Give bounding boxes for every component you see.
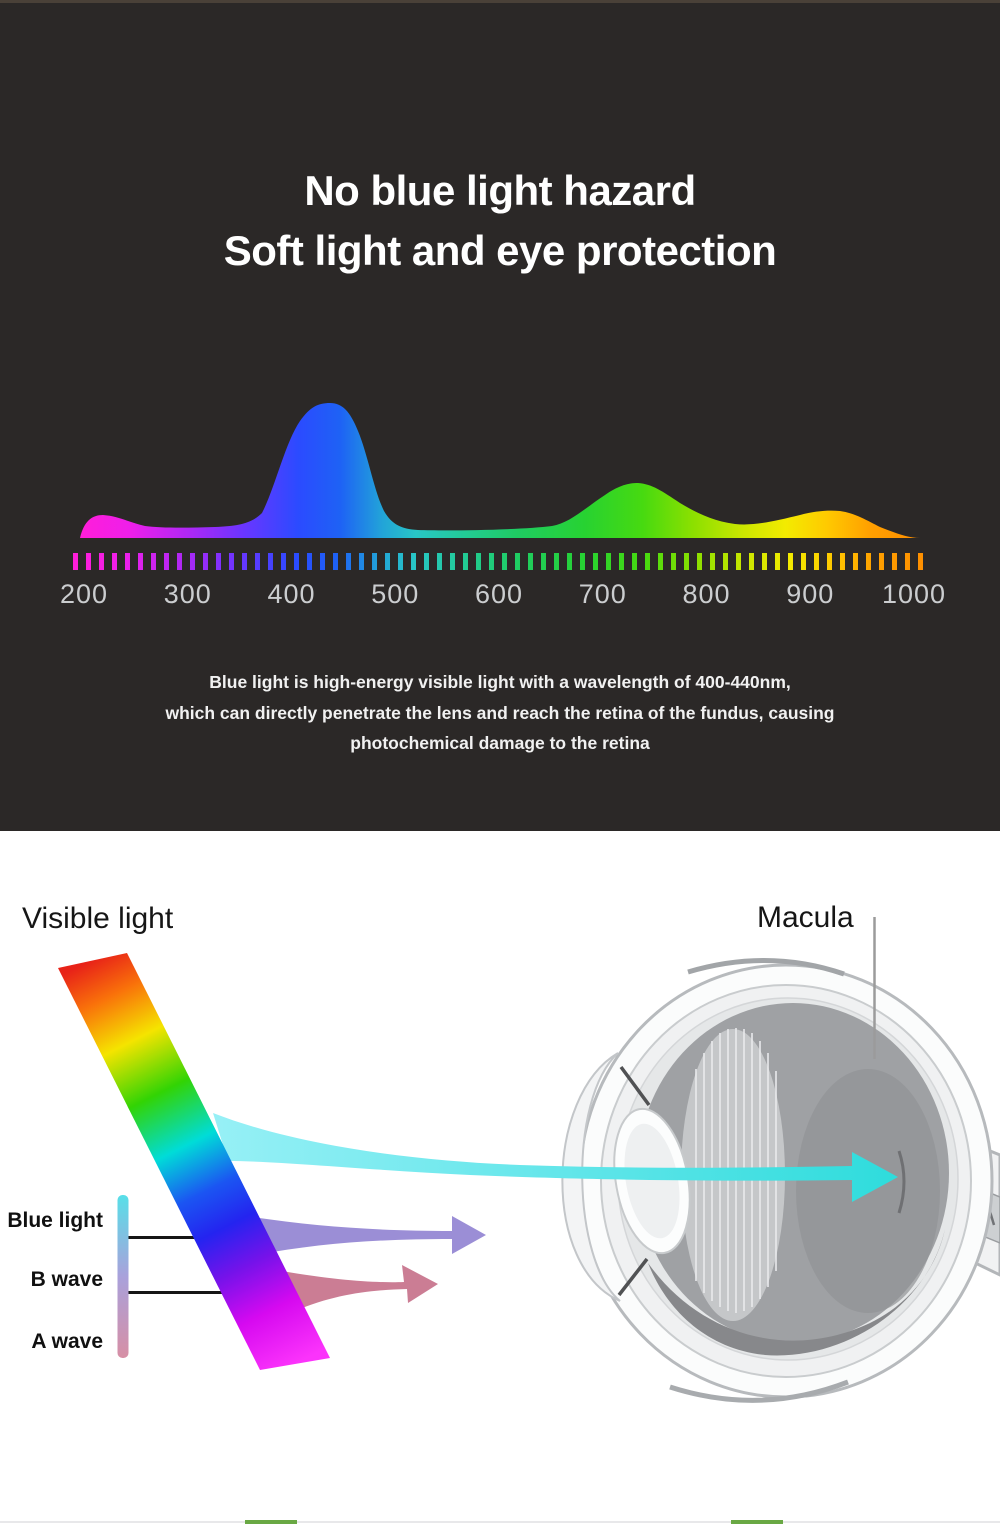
blue-light-description: Blue light is high-energy visible light … [0,667,1000,759]
green-accent-segment-left [245,1520,297,1524]
b-wave-arrow [282,1265,438,1311]
macula-label: Macula [757,901,854,934]
b-wave-ray-label: B wave [30,1268,103,1291]
spectrum-chart [80,403,920,538]
title-line-1: No blue light hazard [304,167,696,214]
upper-eye-arc [687,957,845,977]
spectrum-area-curve [80,403,920,538]
description-line-3: photochemical damage to the retina [350,733,650,753]
description-line-1: Blue light is high-energy visible light … [209,672,791,692]
eye-diagram-panel: Visible light Macula Blue light B wave A… [0,831,1000,1527]
axis-tick-200: 200 [59,579,109,609]
axis-tick-800: 800 [682,579,731,609]
axis-tick-400: 400 [267,579,316,609]
lower-retina-shadow [648,1229,945,1356]
description-line-2: which can directly penetrate the lens an… [165,702,835,723]
page-title: No blue light hazard Soft light and eye … [0,161,1000,281]
lens [613,1107,691,1255]
visible-light-label: Visible light [22,902,174,935]
axis-tick-900: 900 [786,579,835,609]
wave-range-bar [117,1195,129,1358]
spectrum-panel: No blue light hazard Soft light and eye … [0,0,1000,831]
iris-strokes [617,1065,651,1297]
a-wave-ray-label: A wave [31,1330,103,1353]
title-line-2: Soft light and eye protection [223,227,777,274]
axis-tick-700: 700 [578,579,627,609]
blue-light-arrow [252,1216,486,1255]
eye-diagram-canvas [58,917,1000,1403]
visible-light-arrow [213,1113,898,1202]
axis-tick-500: 500 [371,579,420,609]
green-accent-segment-right [731,1520,783,1524]
macula-region [897,1150,906,1214]
lower-eye-arc [669,1379,849,1403]
axis-tick-1000: 1000 [881,579,947,609]
visible-light-beam [58,953,330,1370]
wavelength-tick-ruler [73,553,926,570]
axis-tick-300: 300 [163,579,212,609]
section-divider-line [0,1521,1000,1523]
blue-light-ray-label: Blue light [7,1209,103,1232]
axis-tick-600: 600 [474,579,524,609]
wavelength-axis: 200 300 400 500 600 700 800 900 1000 [48,579,950,610]
cornea [561,1052,621,1302]
